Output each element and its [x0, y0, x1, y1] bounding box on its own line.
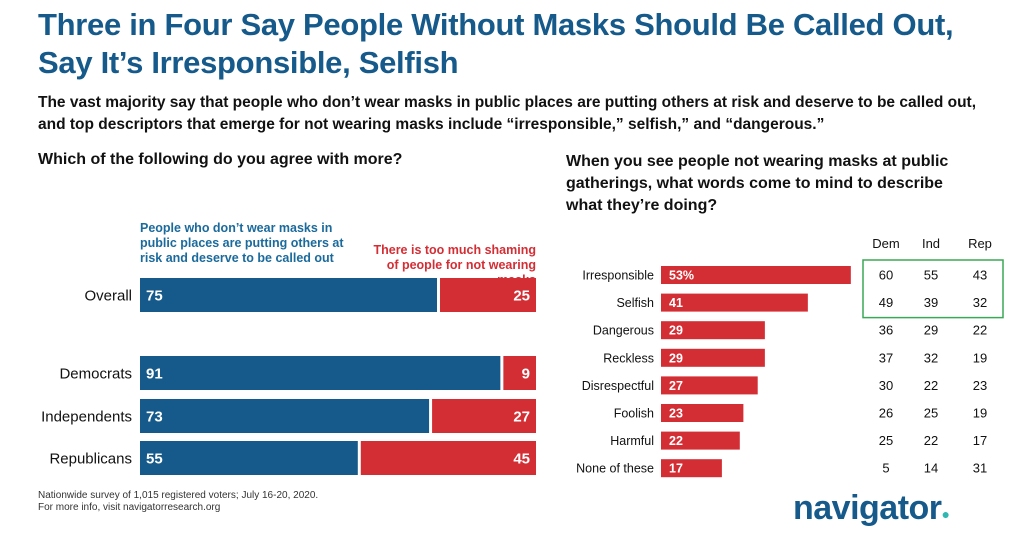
- table-cell-rep: 19: [973, 406, 987, 421]
- word-bar-value-label: 41: [669, 296, 683, 310]
- bar-independents-called-out: [140, 399, 430, 433]
- table-header-ind: Ind: [922, 236, 940, 251]
- source-line-info: For more info, visit navigatorresearch.o…: [38, 502, 221, 513]
- table-cell-rep: 19: [973, 350, 987, 365]
- right-chart-title: When you see people not wearing masks at…: [566, 153, 949, 214]
- bar-republicans-shaming: [360, 441, 536, 475]
- word-label-none-of-these: None of these: [576, 462, 654, 476]
- table-cell-rep: 43: [973, 268, 987, 283]
- table-cell-dem: 60: [879, 268, 893, 283]
- table-header-dem: Dem: [872, 236, 899, 251]
- bar-value-label: 45: [513, 451, 530, 468]
- table-cell-ind: 55: [924, 268, 938, 283]
- category-label-overall: Overall: [84, 288, 132, 305]
- bar-value-label: 75: [146, 288, 163, 305]
- page-subtitle: The vast majority say that people who do…: [38, 94, 976, 133]
- legend-called-out: People who don’t wear masks in public pl…: [140, 221, 344, 265]
- word-bar-value-label: 29: [669, 351, 683, 365]
- word-bar-none-of-these: [661, 459, 722, 478]
- highlight-box: [862, 259, 1004, 319]
- table-cell-dem: 30: [879, 378, 893, 393]
- word-bar-foolish: [661, 404, 744, 422]
- table-cell-ind: 39: [924, 295, 938, 310]
- word-label-disrespectful: Disrespectful: [582, 379, 654, 393]
- word-bar-value-label: 23: [669, 407, 683, 421]
- table-cell-ind: 22: [924, 433, 938, 448]
- table-cell-rep: 17: [973, 433, 987, 448]
- table-cell-dem: 5: [882, 461, 889, 476]
- word-label-irresponsible: Irresponsible: [582, 269, 654, 283]
- word-label-selfish: Selfish: [616, 296, 654, 310]
- table-cell-ind: 14: [924, 461, 938, 476]
- table-cell-dem: 37: [879, 350, 893, 365]
- table-cell-dem: 36: [879, 323, 893, 338]
- bar-republicans-called-out: [140, 441, 358, 475]
- category-label-republicans: Republicans: [49, 451, 132, 468]
- word-bar-value-label: 53%: [669, 269, 694, 283]
- word-bar-value-label: 29: [669, 324, 683, 338]
- table-cell-dem: 49: [879, 295, 893, 310]
- page-title: Three in Four Say People Without Masks S…: [38, 7, 954, 80]
- source-line-survey: Nationwide survey of 1,015 registered vo…: [38, 490, 319, 501]
- bar-value-label: 27: [513, 409, 530, 426]
- table-cell-rep: 32: [973, 295, 987, 310]
- bar-democrats-called-out: [140, 356, 501, 390]
- bar-value-label: 73: [146, 409, 163, 426]
- bar-independents-shaming: [432, 399, 536, 433]
- table-cell-rep: 31: [973, 461, 987, 476]
- word-label-dangerous: Dangerous: [593, 324, 654, 338]
- bar-value-label: 9: [522, 366, 530, 383]
- word-bar-selfish: [661, 293, 808, 312]
- table-cell-rep: 22: [973, 323, 987, 338]
- navigator-logo: navigator●: [793, 489, 950, 528]
- word-bar-value-label: 17: [669, 462, 683, 476]
- bar-value-label: 55: [146, 451, 163, 468]
- logo-text: navigator: [793, 489, 942, 527]
- word-bar-disrespectful: [661, 376, 758, 395]
- word-bar-value-label: 22: [669, 434, 683, 448]
- word-bar-reckless: [661, 348, 765, 367]
- table-cell-rep: 23: [973, 378, 987, 393]
- word-bar-value-label: 27: [669, 379, 683, 393]
- table-header-rep: Rep: [968, 236, 992, 251]
- bar-value-label: 91: [146, 366, 163, 383]
- table-cell-ind: 22: [924, 378, 938, 393]
- table-cell-dem: 25: [879, 433, 893, 448]
- bar-overall-shaming: [440, 278, 536, 312]
- table-cell-ind: 29: [924, 323, 938, 338]
- word-bar-irresponsible: [661, 266, 851, 284]
- table-cell-ind: 32: [924, 350, 938, 365]
- table-cell-dem: 26: [879, 406, 893, 421]
- left-chart-title: Which of the following do you agree with…: [38, 151, 403, 168]
- word-bar-harmful: [661, 431, 740, 450]
- source-note: Nationwide survey of 1,015 registered vo…: [38, 490, 318, 514]
- word-label-harmful: Harmful: [610, 434, 654, 448]
- category-label-independents: Independents: [41, 409, 132, 426]
- word-label-reckless: Reckless: [603, 351, 654, 365]
- word-label-foolish: Foolish: [614, 407, 654, 421]
- word-bar-dangerous: [661, 321, 765, 340]
- bar-democrats-shaming: [503, 356, 536, 390]
- bar-overall-called-out: [140, 278, 437, 312]
- category-label-democrats: Democrats: [59, 366, 132, 383]
- table-cell-ind: 25: [924, 406, 938, 421]
- bar-value-label: 25: [513, 288, 530, 305]
- logo-dot-icon: ●: [941, 506, 950, 522]
